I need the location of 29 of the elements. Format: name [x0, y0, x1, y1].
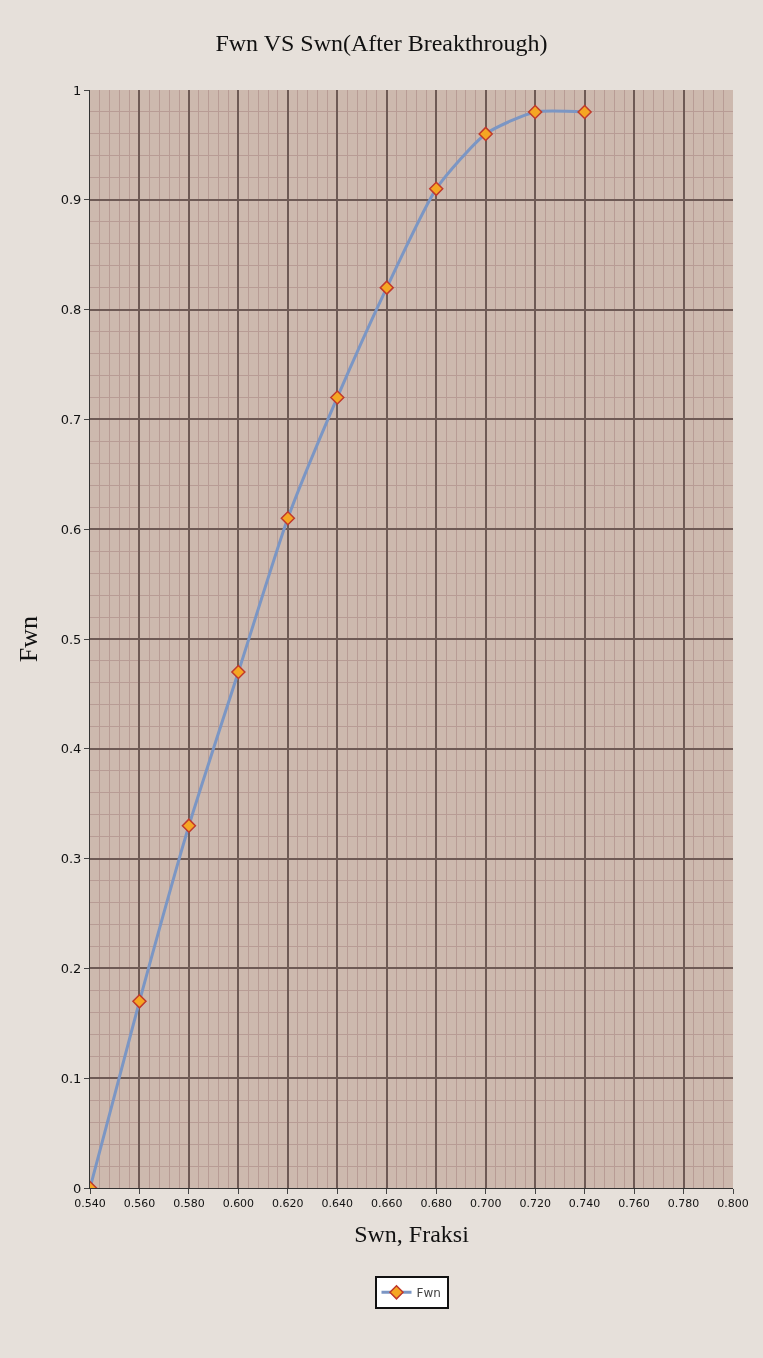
chart-title: Fwn VS Swn(After Breakthrough) [215, 29, 548, 56]
x-tick-label: 0.640 [321, 1197, 354, 1211]
x-tick-label: 0.760 [618, 1197, 650, 1211]
x-tick-label: 0.720 [519, 1197, 551, 1211]
x-tick-label: 0.620 [272, 1197, 304, 1211]
y-tick-label: 1 [73, 82, 82, 98]
x-tick-label: 0.700 [469, 1197, 502, 1211]
y-tick-label: 0.9 [60, 192, 82, 208]
x-tick-label: 0.600 [222, 1197, 255, 1211]
x-tick-label: 0.660 [371, 1197, 403, 1211]
y-tick-label: 0.3 [60, 851, 82, 867]
y-tick-label: 0 [73, 1180, 82, 1196]
x-tick-label: 0.540 [74, 1197, 106, 1211]
x-tick-label: 0.800 [717, 1197, 749, 1211]
x-tick-label: 0.560 [123, 1197, 156, 1211]
y-tick-label: 0.2 [60, 960, 82, 976]
legend-label: Fwn [416, 1286, 441, 1301]
y-tick-label: 0.8 [60, 302, 82, 318]
x-axis-title: Swn, Fraksi [354, 1220, 470, 1247]
y-tick-label: 0.4 [60, 741, 82, 757]
y-axis-title: Fwn [14, 615, 44, 663]
x-tick-label: 0.740 [568, 1197, 601, 1211]
y-tick-label: 0.5 [60, 631, 82, 647]
x-tick-label: 0.580 [173, 1197, 205, 1211]
x-tick-label: 0.680 [420, 1197, 452, 1211]
y-tick-label: 0.6 [60, 521, 82, 537]
y-tick-label: 0.7 [60, 411, 82, 427]
y-tick-label: 0.1 [60, 1070, 82, 1086]
x-tick-label: 0.780 [667, 1197, 700, 1211]
